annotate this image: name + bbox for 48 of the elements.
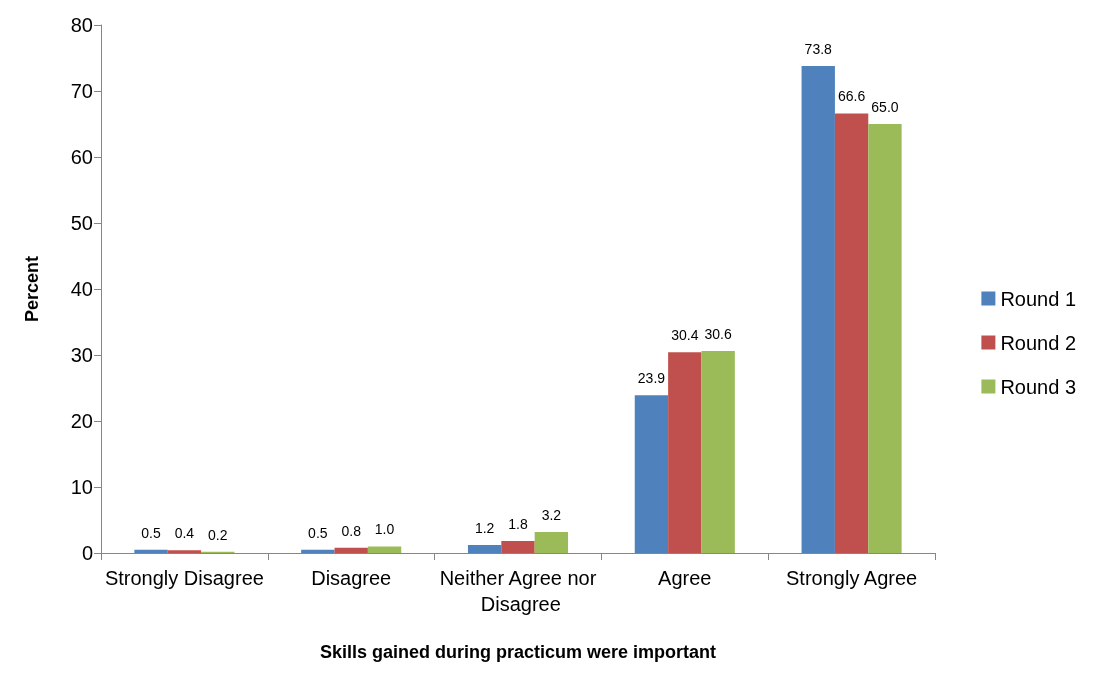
x-axis-title: Skills gained during practicum were important [319, 642, 717, 662]
data-label: 0.4 [174, 525, 195, 542]
x-tick-label: Disagree [311, 567, 392, 589]
data-label: 66.6 [837, 88, 866, 105]
bar [134, 549, 168, 553]
bar [834, 113, 869, 553]
bar [868, 124, 902, 553]
bar [501, 541, 535, 553]
y-tick-label: 70 [70, 80, 93, 102]
bar [634, 395, 669, 553]
bar [467, 545, 502, 553]
data-label: 65.0 [871, 99, 899, 115]
data-label: 0.8 [341, 522, 362, 539]
y-tick-label: 0 [81, 542, 93, 564]
bar [367, 546, 402, 553]
y-tick-label: 40 [70, 278, 93, 300]
data-label: 0.5 [141, 524, 161, 541]
y-tick-label: 80 [70, 14, 93, 36]
data-label: 0.2 [208, 526, 228, 543]
bar [334, 547, 368, 553]
y-axis-title: Percent [22, 255, 42, 323]
data-label: 1.8 [508, 516, 528, 533]
data-label: 1.0 [374, 521, 395, 538]
legend-label: Round 1 [1000, 287, 1077, 310]
bar [701, 351, 735, 553]
data-label: 1.2 [474, 520, 495, 537]
bar [167, 550, 202, 553]
y-tick-label: 60 [70, 146, 93, 168]
data-label: 3.2 [541, 506, 562, 523]
x-tick-label: Strongly Disagree [104, 567, 264, 589]
data-label: 0.5 [308, 524, 328, 541]
data-label: 30.4 [671, 327, 699, 344]
data-label: 73.8 [804, 40, 833, 57]
data-label: 30.6 [704, 326, 732, 343]
bar [534, 531, 569, 553]
y-tick-label: 20 [70, 410, 93, 432]
bar [301, 549, 335, 553]
x-tick-label: Agree [658, 567, 712, 589]
x-tick-label: Strongly Agree [786, 567, 918, 589]
data-label: 23.9 [637, 370, 666, 387]
bar [668, 352, 702, 553]
y-tick-label: 30 [70, 344, 93, 366]
legend-label: Round 2 [1000, 331, 1077, 354]
y-tick-label: 50 [70, 212, 93, 234]
x-tick-label: Neither Agree nor Disagree [439, 567, 597, 615]
bar [801, 65, 835, 553]
legend-label: Round 3 [1000, 375, 1077, 398]
y-tick-label: 10 [70, 476, 93, 498]
